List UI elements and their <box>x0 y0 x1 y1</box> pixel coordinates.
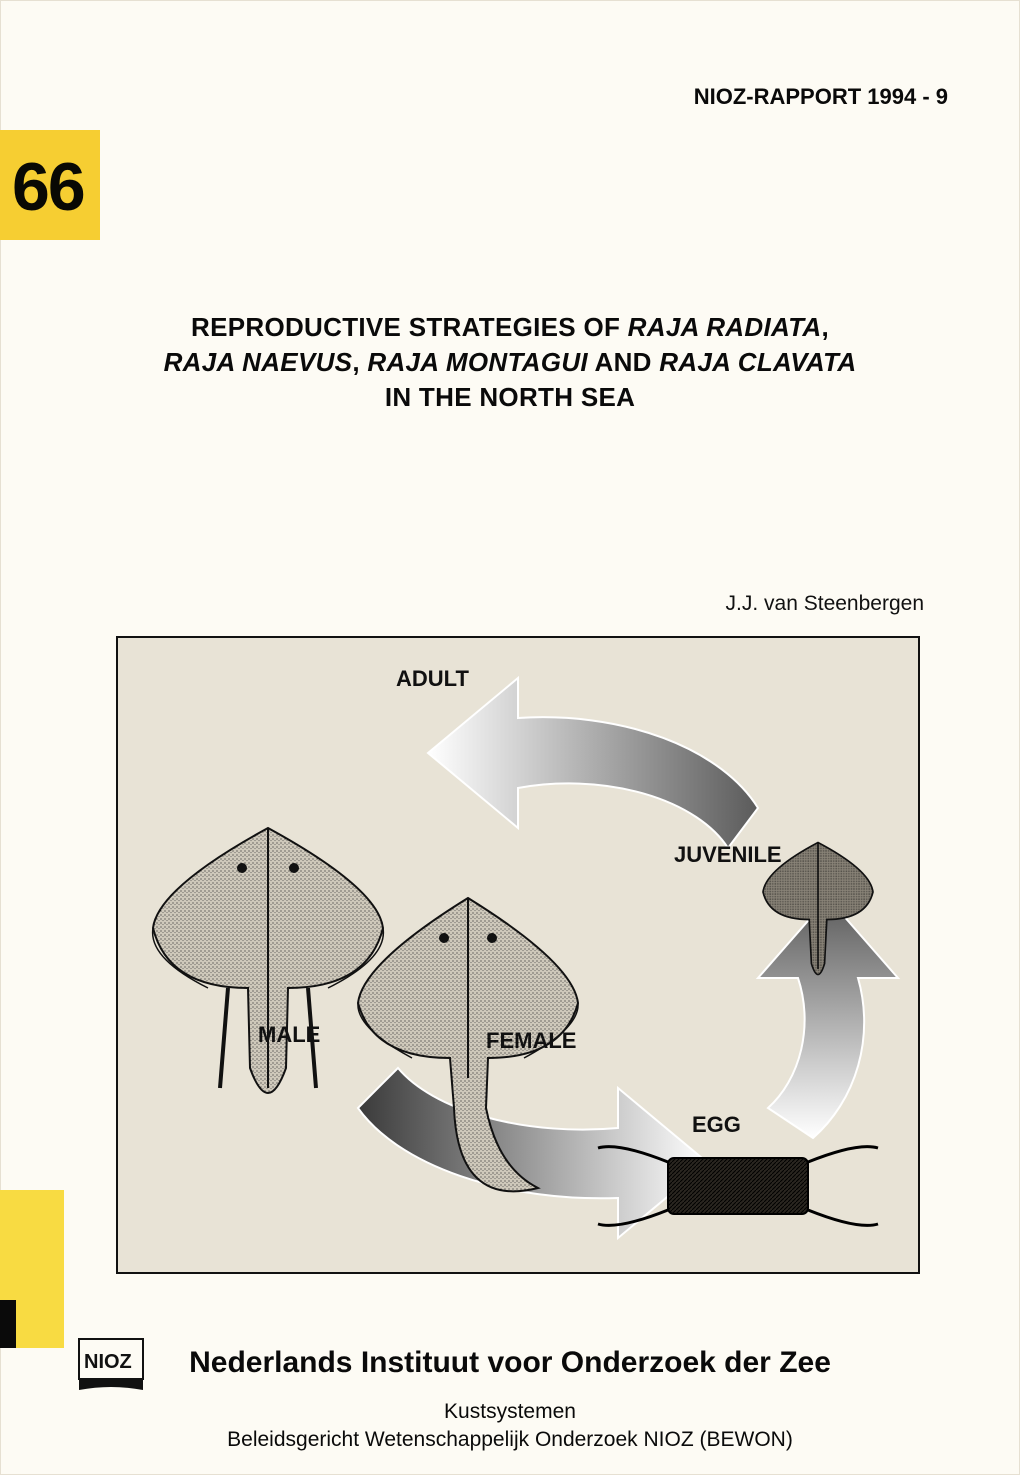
ray-male <box>153 828 384 1093</box>
library-tab-bottom-strip <box>0 1300 16 1348</box>
title-line-3: IN THE NORTH SEA <box>60 380 960 415</box>
page: NIOZ-RAPPORT 1994 - 9 66 REPRODUCTIVE ST… <box>0 0 1020 1475</box>
title-l1-a: REPRODUCTIVE STRATEGIES OF <box>191 312 628 342</box>
footer-sub2: Beleidsgericht Wetenschappelijk Onderzoe… <box>0 1428 1020 1452</box>
arrow-egg-to-juvenile <box>758 898 898 1138</box>
library-tab-number: 66 <box>12 148 84 226</box>
author-name: J.J. van Steenbergen <box>726 592 924 616</box>
title-l1-c: , <box>821 312 829 342</box>
title-block: REPRODUCTIVE STRATEGIES OF RAJA RADIATA,… <box>60 310 960 415</box>
report-id: NIOZ-RAPPORT 1994 - 9 <box>694 84 948 110</box>
arrow-adult-to-egg <box>358 1068 708 1238</box>
title-l1-b: RAJA RADIATA <box>628 312 822 342</box>
library-tab-top: 66 <box>0 130 100 240</box>
arrow-juvenile-to-adult <box>428 678 758 848</box>
footer-sub1: Kustsystemen <box>0 1400 1020 1424</box>
title-l2-d: AND <box>588 347 659 377</box>
title-l2-c: RAJA MONTAGUI <box>367 347 588 377</box>
label-female: FEMALE <box>486 1028 576 1053</box>
institute-name: Nederlands Instituut voor Onderzoek der … <box>0 1346 1020 1380</box>
title-line-2: RAJA NAEVUS, RAJA MONTAGUI AND RAJA CLAV… <box>60 345 960 380</box>
title-l2-a: RAJA NAEVUS <box>164 347 353 377</box>
title-l2-e: RAJA CLAVATA <box>659 347 856 377</box>
title-l2-b: , <box>352 347 367 377</box>
lifecycle-svg: ADULT MALE FEMALE JUVENILE EGG <box>118 638 918 1272</box>
title-line-1: REPRODUCTIVE STRATEGIES OF RAJA RADIATA, <box>60 310 960 345</box>
label-adult: ADULT <box>396 666 469 691</box>
label-male: MALE <box>258 1022 320 1047</box>
label-juvenile: JUVENILE <box>674 842 782 867</box>
label-egg: EGG <box>692 1112 741 1137</box>
lifecycle-figure: ADULT MALE FEMALE JUVENILE EGG <box>116 636 920 1274</box>
